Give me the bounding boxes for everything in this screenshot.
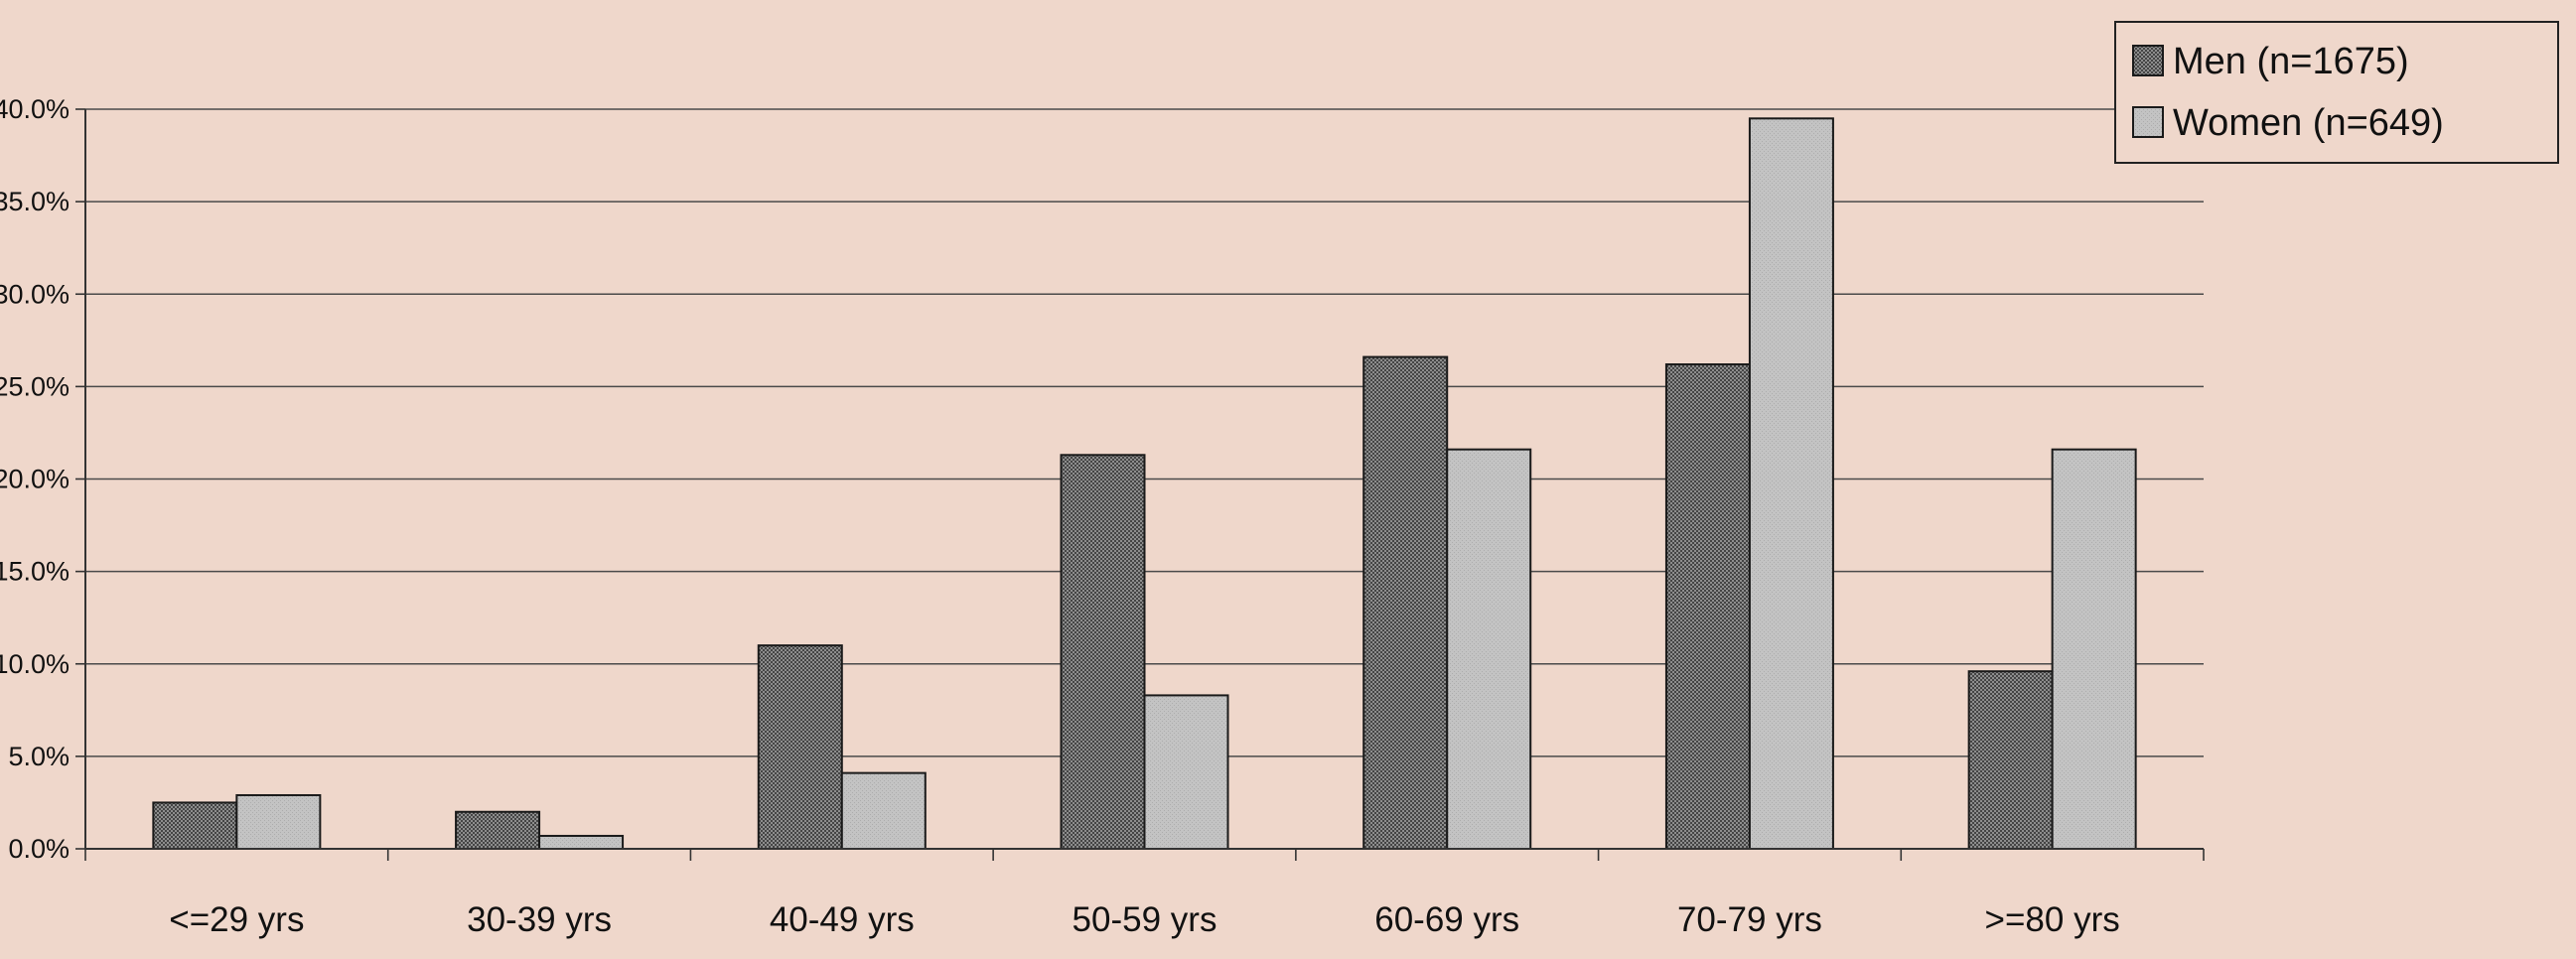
legend-swatch-women [2132, 106, 2164, 138]
bar-women [1446, 448, 1532, 850]
legend-box [2114, 21, 2559, 164]
x-tick-label: >=80 yrs [1985, 900, 2120, 939]
bars [152, 117, 2137, 851]
bar-women [235, 793, 322, 850]
x-tick-label: <=29 yrs [169, 900, 304, 939]
bar-men [1060, 454, 1146, 850]
axes: 0.0% 5.0% 10.0% 15.0% 20.0% 25.0% 30.0% 35.0% 40… [0, 94, 2205, 939]
x-tick-label: 30-39 yrs [467, 900, 612, 939]
legend-label-women: Women (n=649) [2173, 102, 2444, 144]
x-tick-label: 40-49 yrs [770, 900, 915, 939]
y-tick-label: 30.0% [0, 279, 70, 309]
x-tick-label: 50-59 yrs [1073, 900, 1217, 939]
bar-men [152, 801, 238, 850]
legend: Men (n=1675) Women (n=649) [2114, 21, 2559, 164]
y-tick-label: 40.0% [0, 94, 70, 124]
bar-women [840, 771, 927, 851]
bar-women [2051, 448, 2137, 850]
bar-women [1143, 694, 1229, 850]
y-tick-label: 25.0% [0, 371, 70, 401]
bar-men [1967, 670, 2054, 851]
y-tick-label: 20.0% [0, 465, 70, 494]
bar-men [455, 810, 541, 850]
y-tick-label: 5.0% [8, 742, 70, 771]
bar-men [757, 644, 843, 850]
bar-women [1748, 117, 1834, 850]
y-tick-label: 10.0% [0, 649, 70, 679]
bar-men [1362, 355, 1449, 850]
x-tick-label: 70-79 yrs [1677, 900, 1822, 939]
legend-label-men: Men (n=1675) [2173, 41, 2409, 82]
x-tick-label: 60-69 yrs [1374, 900, 1519, 939]
y-tick-label: 35.0% [0, 187, 70, 216]
bar-men [1664, 363, 1751, 850]
y-tick-label: 0.0% [8, 834, 70, 864]
y-tick-label: 15.0% [0, 557, 70, 587]
bar-women [538, 834, 625, 851]
legend-swatch-men [2132, 45, 2164, 76]
